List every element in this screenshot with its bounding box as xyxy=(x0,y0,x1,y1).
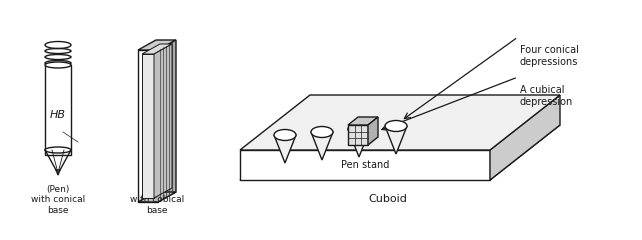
Ellipse shape xyxy=(385,120,407,132)
Ellipse shape xyxy=(348,124,370,134)
Polygon shape xyxy=(385,126,407,154)
Polygon shape xyxy=(154,44,172,198)
Polygon shape xyxy=(348,125,368,145)
Polygon shape xyxy=(138,40,176,50)
Text: HB: HB xyxy=(50,110,66,120)
Polygon shape xyxy=(142,54,154,198)
Text: (Pin)
with cobical
base: (Pin) with cobical base xyxy=(130,185,184,215)
Polygon shape xyxy=(348,129,370,157)
Text: Four conical
depressions: Four conical depressions xyxy=(520,45,579,66)
Polygon shape xyxy=(240,150,490,180)
FancyBboxPatch shape xyxy=(45,65,71,155)
Polygon shape xyxy=(348,117,378,125)
Ellipse shape xyxy=(311,126,333,138)
Ellipse shape xyxy=(274,130,296,140)
Text: (Pen)
with conical
base: (Pen) with conical base xyxy=(31,185,85,215)
Text: A cubical
depression: A cubical depression xyxy=(520,85,573,107)
Polygon shape xyxy=(240,95,560,150)
Text: Cuboid: Cuboid xyxy=(369,194,408,204)
Polygon shape xyxy=(311,132,333,160)
Ellipse shape xyxy=(45,42,71,48)
Text: Pen stand: Pen stand xyxy=(341,160,389,170)
Polygon shape xyxy=(158,40,176,202)
Polygon shape xyxy=(368,117,378,145)
Polygon shape xyxy=(142,44,172,54)
Polygon shape xyxy=(138,192,176,202)
Ellipse shape xyxy=(45,147,71,153)
Polygon shape xyxy=(240,125,560,180)
Polygon shape xyxy=(490,95,560,180)
Polygon shape xyxy=(56,170,60,175)
Polygon shape xyxy=(138,50,158,202)
Polygon shape xyxy=(274,135,296,163)
Ellipse shape xyxy=(45,62,71,68)
